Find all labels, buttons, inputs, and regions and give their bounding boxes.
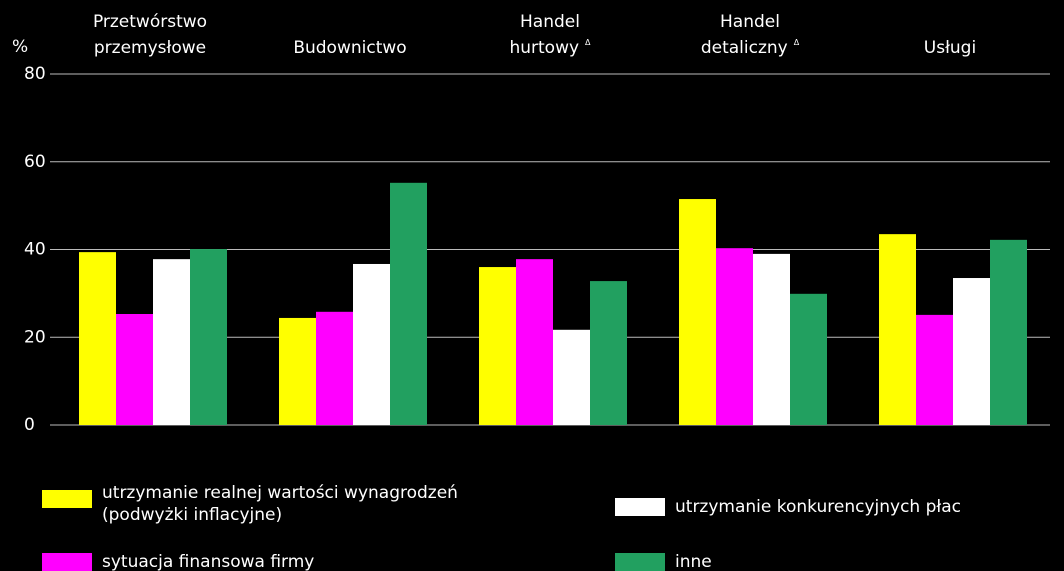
x-tick-label-line: Usługi — [924, 38, 976, 58]
x-tick-label-line: Przetwórstwo — [93, 12, 207, 32]
y-unit: % — [12, 37, 28, 57]
legend-swatch — [615, 553, 665, 571]
legend-item: inne — [615, 545, 1035, 571]
legend-swatch — [615, 498, 665, 516]
bar — [953, 278, 990, 425]
y-tick-label: 20 — [24, 327, 46, 347]
legend-item: utrzymanie realnej wartości wynagrodzeń … — [42, 482, 522, 526]
bar — [879, 234, 916, 425]
bar — [190, 249, 227, 425]
x-tick-label-line: hurtowy — [509, 38, 579, 58]
bar — [790, 293, 827, 425]
bar — [479, 267, 516, 425]
legend-label: sytuacja finansowa firmy — [102, 552, 315, 571]
bar — [990, 239, 1027, 425]
footnote-mark: Δ — [794, 38, 800, 47]
bar — [916, 314, 953, 425]
bar — [553, 329, 590, 425]
bar — [79, 252, 116, 425]
bar — [353, 263, 390, 425]
bar — [279, 317, 316, 425]
legend-swatch — [42, 553, 92, 571]
x-tick-label: Budownictwo — [293, 38, 406, 58]
bar — [316, 311, 353, 425]
legend-item: utrzymanie konkurencyjnych płac — [615, 490, 1035, 518]
x-tick-label: Usługi — [924, 38, 976, 58]
chart: % 0 20 40 60 80 Przetwórstwo przemysłowe Budown… — [12, 12, 1050, 435]
x-tick-label: Przetwórstwo przemysłowe — [93, 12, 207, 58]
x-tick-label-line: detaliczny — [701, 38, 788, 58]
bar — [590, 281, 627, 425]
x-tick-label-line: Budownictwo — [293, 38, 406, 58]
bar — [716, 248, 753, 425]
legend-label: utrzymanie konkurencyjnych płac — [675, 497, 961, 517]
bar — [516, 259, 553, 425]
legend-swatch — [42, 490, 92, 508]
y-tick-label: 80 — [24, 64, 46, 84]
y-tick-label: 60 — [24, 152, 46, 172]
bar — [753, 253, 790, 425]
footnote-mark: Δ — [585, 38, 591, 47]
bar — [116, 313, 153, 425]
x-tick-label-line: Handel — [520, 12, 580, 32]
bar — [390, 182, 427, 425]
legend-item: sytuacja finansowa firmy — [42, 545, 522, 571]
y-tick-label: 0 — [24, 415, 35, 435]
legend-label: utrzymanie realnej wartości wynagrodzeń … — [102, 483, 458, 525]
x-tick-label-line: Handel — [720, 12, 780, 32]
x-tick-label: Handel detaliczny Δ — [701, 12, 800, 58]
y-tick-label: 40 — [24, 240, 46, 260]
bar — [153, 259, 190, 425]
x-tick-label-line: przemysłowe — [94, 38, 206, 58]
bar — [679, 199, 716, 425]
x-tick-label: Handel hurtowy Δ — [509, 12, 591, 58]
legend-label: inne — [675, 552, 712, 571]
